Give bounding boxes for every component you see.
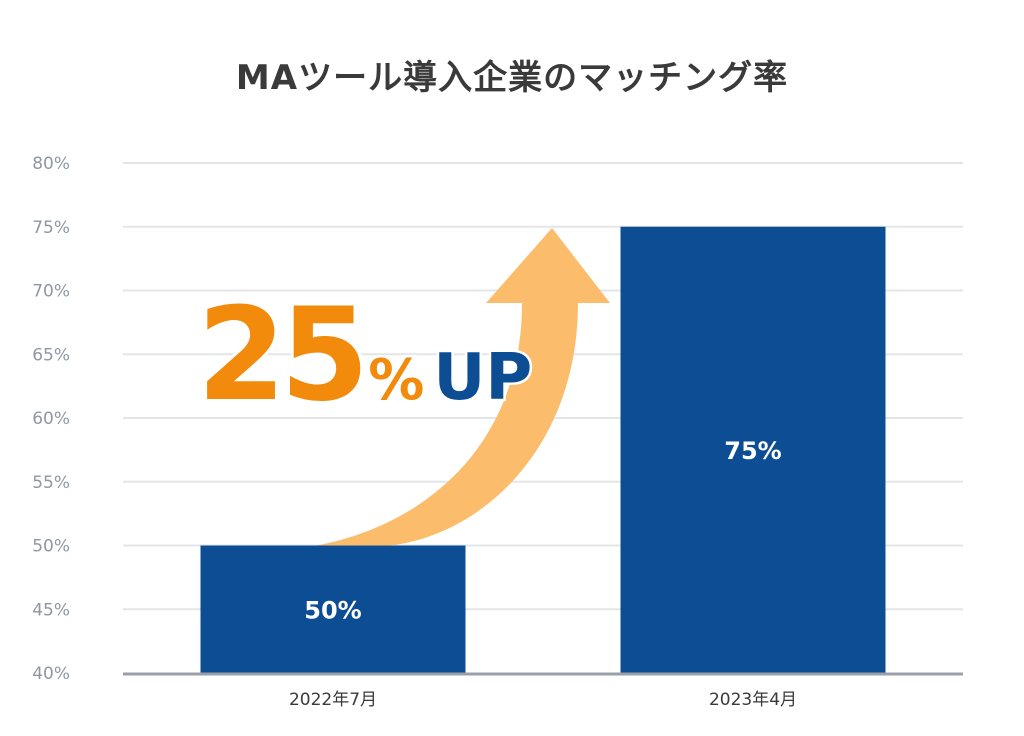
y-tick-label: 40% xyxy=(32,664,70,684)
y-tick-label: 55% xyxy=(32,473,70,493)
y-tick-label: 45% xyxy=(32,600,70,620)
bar xyxy=(200,545,466,673)
bars: 50% 75% xyxy=(200,226,886,673)
bar xyxy=(620,226,886,673)
y-axis-ticks: 40% 45% 50% 55% 60% 65% 70% 75% 80% xyxy=(32,154,70,684)
x-tick-label: 2022年7月 xyxy=(289,690,377,710)
bar-data-label: 50% xyxy=(304,596,361,624)
y-tick-label: 80% xyxy=(32,154,70,174)
y-tick-label: 70% xyxy=(32,282,70,302)
growth-arrow xyxy=(312,228,610,547)
growth-arrow-icon xyxy=(312,228,610,547)
callout-percent: % xyxy=(368,348,424,413)
callout-number: 25 xyxy=(197,281,363,430)
y-tick-label: 60% xyxy=(32,409,70,429)
chart-title: MAツール導入企業のマッチング率 xyxy=(235,58,789,98)
x-axis: 2022年7月 2023年4月 xyxy=(123,672,963,710)
growth-callout: 25 % UP xyxy=(194,278,535,433)
y-tick-label: 65% xyxy=(32,345,70,365)
y-tick-label: 75% xyxy=(32,218,70,238)
bar-data-label: 75% xyxy=(724,437,781,465)
callout-up: UP xyxy=(433,341,532,415)
y-tick-label: 50% xyxy=(32,537,70,557)
growth-callout-text: 25 % UP xyxy=(197,281,532,430)
x-tick-label: 2023年4月 xyxy=(709,690,797,710)
